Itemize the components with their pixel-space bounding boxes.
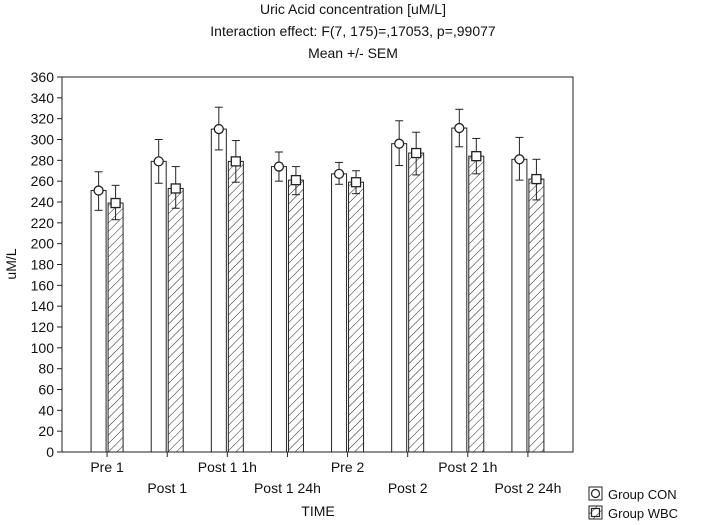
- mean-marker-square: [350, 177, 362, 188]
- y-tick-label: 160: [31, 277, 55, 293]
- bars: [90, 106, 545, 453]
- bar-con: [451, 127, 468, 453]
- legend-square-marker: [590, 507, 601, 518]
- mean-marker-circle: [394, 138, 405, 149]
- y-tick-label: 240: [31, 194, 55, 210]
- y-tick-label: 40: [38, 402, 54, 418]
- mean-marker-circle: [153, 156, 164, 167]
- x-tick-label: Pre 1: [90, 459, 124, 475]
- y-tick-label: 0: [46, 444, 54, 460]
- y-tick-label: 320: [31, 111, 55, 127]
- bar-con: [150, 160, 167, 453]
- y-tick-label: 120: [31, 319, 55, 335]
- x-tick-label: Post 2: [388, 480, 428, 496]
- bar-wbc: [167, 187, 184, 453]
- y-tick-label: 200: [31, 236, 55, 252]
- bar-wbc: [107, 202, 124, 453]
- y-tick-label: 260: [31, 173, 55, 189]
- mean-marker-circle: [514, 154, 525, 165]
- x-tick-label: Pre 2: [331, 459, 365, 475]
- legend-item-con: Group CON: [588, 486, 677, 502]
- bar-con: [90, 190, 107, 453]
- bar-wbc: [348, 181, 365, 453]
- mean-marker-square: [471, 151, 482, 162]
- bar-wbc: [287, 179, 304, 453]
- x-tick-label: Post 1 1h: [198, 459, 257, 475]
- y-tick-label: 220: [31, 215, 55, 231]
- bar-wbc: [408, 152, 425, 453]
- y-axis: 0 20 40 60 80 100 120 140 160 180 200 220 240 260 280 3…: [31, 69, 62, 460]
- legend: Group CON Group WBC: [588, 486, 678, 521]
- legend-circle-marker: [590, 488, 601, 499]
- x-tick-label: Post 1 24h: [254, 480, 321, 496]
- mean-marker-circle: [213, 123, 224, 135]
- plot-area: [61, 76, 574, 453]
- y-tick-label: 140: [31, 298, 55, 314]
- bar-wbc: [227, 160, 244, 453]
- x-tick-label: Post 2 1h: [438, 459, 497, 475]
- legend-item-wbc: Group WBC: [588, 505, 678, 521]
- mean-marker-square: [110, 197, 121, 209]
- mean-marker-circle: [273, 161, 285, 172]
- y-tick-label: 80: [38, 361, 54, 377]
- chart-title: Uric Acid concentration [uM/L]: [260, 1, 446, 17]
- bar-con: [511, 158, 528, 453]
- mean-marker-square: [531, 173, 542, 185]
- x-tick-label: Post 2 24h: [494, 480, 561, 496]
- mean-marker-square: [411, 147, 422, 159]
- bar-con: [210, 128, 227, 453]
- mean-marker-circle: [93, 185, 104, 196]
- y-tick-label: 360: [31, 69, 55, 85]
- y-tick-label: 180: [31, 257, 55, 273]
- bar-con: [331, 173, 348, 453]
- bar-wbc: [468, 155, 485, 453]
- y-tick-label: 100: [31, 340, 55, 356]
- mean-marker-circle: [333, 168, 345, 180]
- x-axis-label: TIME: [301, 503, 334, 519]
- mean-marker-square: [290, 174, 302, 186]
- mean-marker-square: [230, 156, 241, 167]
- legend-label-wbc: Group WBC: [608, 506, 678, 521]
- mean-marker-square: [170, 183, 181, 194]
- bar-con: [391, 143, 408, 453]
- x-tick-label: Post 1: [147, 480, 187, 496]
- y-tick-label: 60: [38, 382, 54, 398]
- chart-subtitle: Interaction effect: F(7, 175)=,17053, p=…: [210, 23, 496, 39]
- y-axis-label: uM/L: [3, 248, 19, 279]
- legend-label-con: Group CON: [608, 487, 677, 502]
- mean-marker-circle: [454, 122, 465, 134]
- bar-wbc: [528, 178, 545, 453]
- chart-subtitle-2: Mean +/- SEM: [308, 45, 398, 61]
- y-tick-label: 340: [31, 90, 55, 106]
- x-axis: Pre 1 Post 1 Post 1 1h Post 1 24h Pre 2 Post …: [90, 452, 561, 496]
- y-tick-label: 20: [38, 423, 54, 439]
- bar-con: [270, 166, 287, 453]
- y-tick-label: 300: [31, 132, 55, 148]
- y-tick-label: 280: [31, 152, 55, 168]
